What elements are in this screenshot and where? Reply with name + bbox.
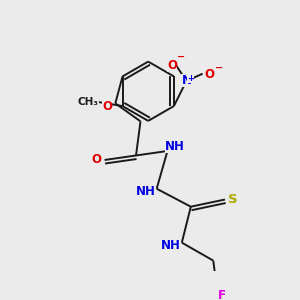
Text: −: −: [215, 62, 223, 72]
Text: O: O: [167, 59, 177, 72]
Text: −: −: [177, 52, 185, 61]
Text: O: O: [205, 68, 215, 81]
Text: NH: NH: [165, 140, 184, 153]
Text: O: O: [92, 154, 101, 166]
Text: NH: NH: [136, 185, 156, 198]
Text: N: N: [182, 74, 191, 87]
Text: S: S: [228, 193, 238, 206]
Text: CH₃: CH₃: [78, 97, 99, 106]
Text: +: +: [188, 74, 194, 83]
Text: F: F: [218, 289, 226, 300]
Text: NH: NH: [161, 239, 181, 252]
Text: O: O: [102, 100, 112, 112]
